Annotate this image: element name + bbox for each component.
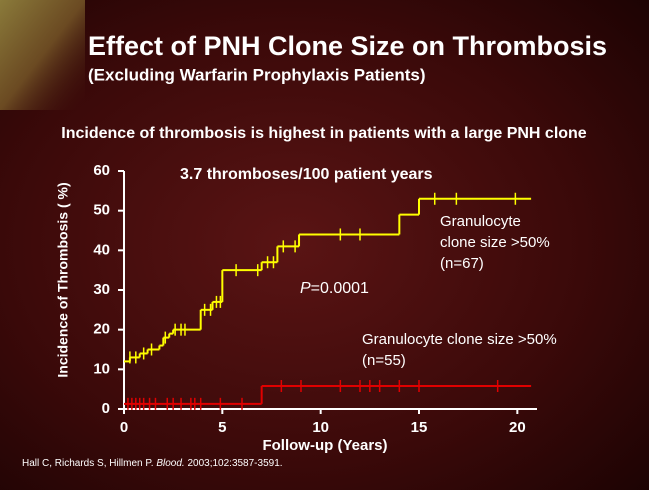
- y-tick-label: 40: [93, 241, 110, 258]
- y-tick-label: 30: [93, 281, 110, 298]
- y-tick-label: 10: [93, 360, 110, 377]
- slide-subtitle: (Excluding Warfarin Prophylaxis Patients…: [88, 65, 426, 84]
- y-tick-label: 60: [93, 162, 110, 179]
- x-axis-label: Follow-up (Years): [262, 437, 387, 454]
- x-tick-label: 10: [312, 419, 329, 436]
- series-label-line: clone size >50%: [440, 234, 550, 251]
- x-tick-label: 0: [120, 419, 128, 436]
- series-label-line: (n=67): [440, 255, 484, 272]
- series-label-line: Granulocyte clone size >50%: [362, 331, 557, 348]
- series-label: Granulocyte clone size >50% (n=55): [362, 331, 557, 369]
- citation-journal: Blood.: [156, 458, 184, 469]
- series-label-line: Granulocyte: [440, 213, 521, 230]
- x-tick-label: 20: [509, 419, 526, 436]
- y-tick-label: 0: [102, 400, 110, 417]
- series-label: Granulocyte clone size >50% (n=67): [440, 213, 550, 272]
- x-tick-label: 15: [411, 419, 428, 436]
- headline: Incidence of thrombosis is highest in pa…: [61, 125, 587, 142]
- p-annotation: P=0.0001: [300, 280, 369, 297]
- p-value: =0.0001: [311, 280, 369, 297]
- corner-image: [0, 0, 85, 110]
- y-axis-label: Incidence of Thrombosis ( %): [55, 182, 71, 377]
- citation-authors: Hall C, Richards S, Hillmen P.: [22, 458, 156, 469]
- citation-details: 2003;102:3587-3591.: [185, 458, 283, 469]
- y-tick-label: 50: [93, 202, 110, 219]
- series-label-line: (n=55): [362, 352, 406, 369]
- annotation: 3.7 thromboses/100 patient years: [180, 166, 433, 183]
- slide-title: Effect of PNH Clone Size on Thrombosis: [88, 31, 607, 61]
- citation: Hall C, Richards S, Hillmen P. Blood. 20…: [22, 458, 283, 469]
- y-tick-label: 20: [93, 321, 110, 338]
- x-tick-label: 5: [218, 419, 226, 436]
- p-symbol: P: [300, 280, 311, 297]
